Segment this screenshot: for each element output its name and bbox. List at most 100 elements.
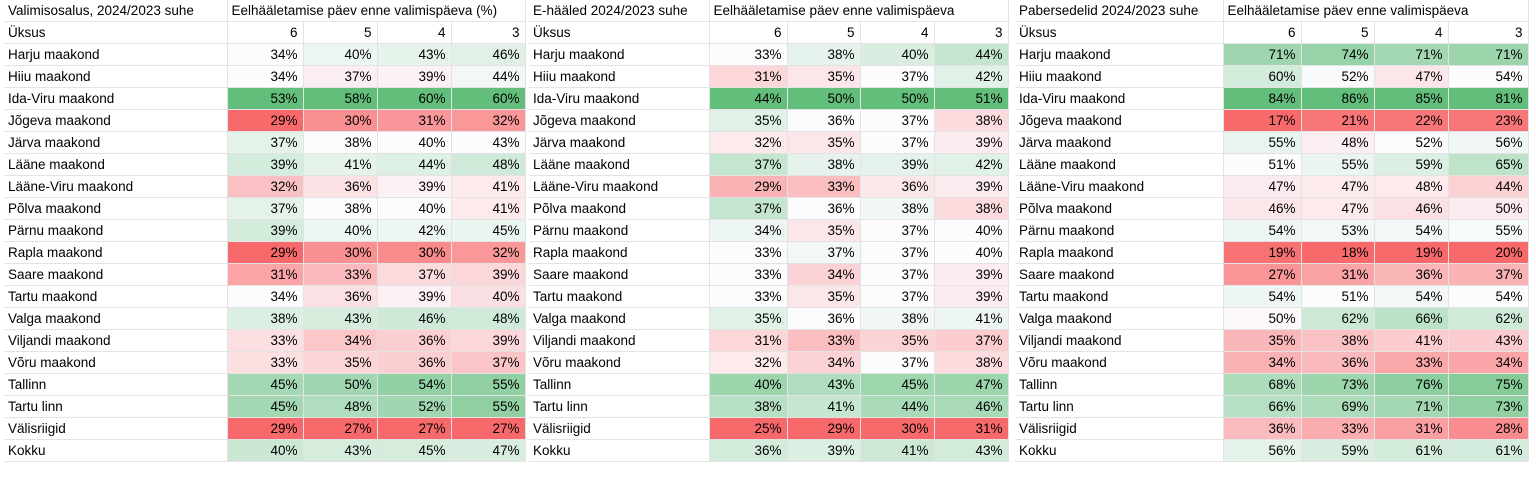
unit-name-cell[interactable]: Pärnu maakond — [4, 219, 228, 242]
value-cell[interactable]: 37% — [303, 65, 378, 88]
value-cell[interactable]: 39% — [451, 329, 526, 352]
unit-name-cell[interactable]: Ida-Viru maakond — [1015, 87, 1224, 110]
value-cell[interactable]: 31% — [1374, 417, 1449, 440]
value-cell[interactable]: 55% — [1448, 219, 1529, 242]
value-cell[interactable]: 85% — [1374, 87, 1449, 110]
value-cell[interactable]: 43% — [934, 439, 1009, 462]
unit-name-cell[interactable]: Ida-Viru maakond — [4, 87, 228, 110]
value-cell[interactable]: 34% — [227, 65, 304, 88]
column-header[interactable]: 3 — [451, 21, 526, 44]
table-subtitle[interactable]: Eelhääletamise päev enne valimispäeva — [709, 0, 1009, 22]
value-cell[interactable]: 33% — [709, 285, 788, 308]
value-cell[interactable]: 68% — [1223, 373, 1302, 396]
value-cell[interactable]: 41% — [934, 307, 1009, 330]
value-cell[interactable]: 86% — [1301, 87, 1375, 110]
unit-name-cell[interactable]: Harju maakond — [1015, 43, 1224, 66]
value-cell[interactable]: 39% — [934, 131, 1009, 154]
value-cell[interactable]: 37% — [860, 65, 935, 88]
value-cell[interactable]: 54% — [1223, 219, 1302, 242]
value-cell[interactable]: 54% — [1448, 65, 1529, 88]
column-header[interactable]: 5 — [303, 21, 378, 44]
value-cell[interactable]: 41% — [451, 197, 526, 220]
value-cell[interactable]: 37% — [860, 351, 935, 374]
value-cell[interactable]: 50% — [1448, 197, 1529, 220]
unit-name-cell[interactable]: Põlva maakond — [4, 197, 228, 220]
value-cell[interactable]: 40% — [934, 241, 1009, 264]
value-cell[interactable]: 27% — [303, 417, 378, 440]
value-cell[interactable]: 61% — [1374, 439, 1449, 462]
unit-name-cell[interactable]: Saare maakond — [4, 263, 228, 286]
value-cell[interactable]: 37% — [227, 197, 304, 220]
header-unit-label[interactable]: Üksus — [529, 21, 710, 44]
unit-name-cell[interactable]: Jõgeva maakond — [1015, 109, 1224, 132]
column-header[interactable]: 4 — [860, 21, 935, 44]
value-cell[interactable]: 34% — [303, 329, 378, 352]
value-cell[interactable]: 52% — [1374, 131, 1449, 154]
value-cell[interactable]: 37% — [860, 109, 935, 132]
value-cell[interactable]: 43% — [451, 131, 526, 154]
value-cell[interactable]: 34% — [1223, 351, 1302, 374]
unit-name-cell[interactable]: Võru maakond — [1015, 351, 1224, 374]
unit-name-cell[interactable]: Võru maakond — [529, 351, 710, 374]
value-cell[interactable]: 33% — [227, 351, 304, 374]
unit-name-cell[interactable]: Tartu linn — [4, 395, 228, 418]
value-cell[interactable]: 32% — [451, 241, 526, 264]
value-cell[interactable]: 33% — [787, 329, 861, 352]
value-cell[interactable]: 40% — [377, 197, 452, 220]
value-cell[interactable]: 48% — [451, 307, 526, 330]
unit-name-cell[interactable]: Välisriigid — [1015, 417, 1224, 440]
value-cell[interactable]: 73% — [1301, 373, 1375, 396]
column-header[interactable]: 5 — [787, 21, 861, 44]
value-cell[interactable]: 39% — [377, 175, 452, 198]
value-cell[interactable]: 84% — [1223, 87, 1302, 110]
value-cell[interactable]: 50% — [787, 87, 861, 110]
value-cell[interactable]: 29% — [709, 175, 788, 198]
value-cell[interactable]: 53% — [1301, 219, 1375, 242]
value-cell[interactable]: 30% — [303, 241, 378, 264]
value-cell[interactable]: 37% — [451, 351, 526, 374]
value-cell[interactable]: 35% — [709, 307, 788, 330]
value-cell[interactable]: 37% — [860, 241, 935, 264]
value-cell[interactable]: 41% — [787, 395, 861, 418]
value-cell[interactable]: 31% — [377, 109, 452, 132]
value-cell[interactable]: 32% — [227, 175, 304, 198]
unit-name-cell[interactable]: Lääne-Viru maakond — [1015, 175, 1224, 198]
value-cell[interactable]: 45% — [451, 219, 526, 242]
value-cell[interactable]: 40% — [227, 439, 304, 462]
value-cell[interactable]: 27% — [451, 417, 526, 440]
value-cell[interactable]: 42% — [934, 153, 1009, 176]
unit-name-cell[interactable]: Viljandi maakond — [529, 329, 710, 352]
value-cell[interactable]: 32% — [709, 131, 788, 154]
value-cell[interactable]: 40% — [709, 373, 788, 396]
value-cell[interactable]: 58% — [303, 87, 378, 110]
value-cell[interactable]: 40% — [934, 219, 1009, 242]
table-title[interactable]: Valimisosalus, 2024/2023 suhe — [4, 0, 228, 22]
header-unit-label[interactable]: Üksus — [1015, 21, 1224, 44]
value-cell[interactable]: 48% — [451, 153, 526, 176]
table-title[interactable]: E-hääled 2024/2023 suhe — [529, 0, 710, 22]
value-cell[interactable]: 44% — [377, 153, 452, 176]
value-cell[interactable]: 19% — [1223, 241, 1302, 264]
value-cell[interactable]: 39% — [227, 219, 304, 242]
value-cell[interactable]: 75% — [1448, 373, 1529, 396]
value-cell[interactable]: 38% — [709, 395, 788, 418]
value-cell[interactable]: 39% — [377, 65, 452, 88]
value-cell[interactable]: 27% — [377, 417, 452, 440]
value-cell[interactable]: 44% — [451, 65, 526, 88]
value-cell[interactable]: 50% — [303, 373, 378, 396]
unit-name-cell[interactable]: Lääne maakond — [4, 153, 228, 176]
value-cell[interactable]: 47% — [451, 439, 526, 462]
unit-name-cell[interactable]: Võru maakond — [4, 351, 228, 374]
value-cell[interactable]: 43% — [303, 439, 378, 462]
value-cell[interactable]: 37% — [934, 329, 1009, 352]
unit-name-cell[interactable]: Tallinn — [1015, 373, 1224, 396]
value-cell[interactable]: 53% — [227, 87, 304, 110]
value-cell[interactable]: 71% — [1448, 43, 1529, 66]
value-cell[interactable]: 60% — [1223, 65, 1302, 88]
value-cell[interactable]: 62% — [1301, 307, 1375, 330]
value-cell[interactable]: 51% — [934, 87, 1009, 110]
value-cell[interactable]: 37% — [709, 197, 788, 220]
value-cell[interactable]: 52% — [1301, 65, 1375, 88]
value-cell[interactable]: 36% — [1301, 351, 1375, 374]
value-cell[interactable]: 45% — [860, 373, 935, 396]
